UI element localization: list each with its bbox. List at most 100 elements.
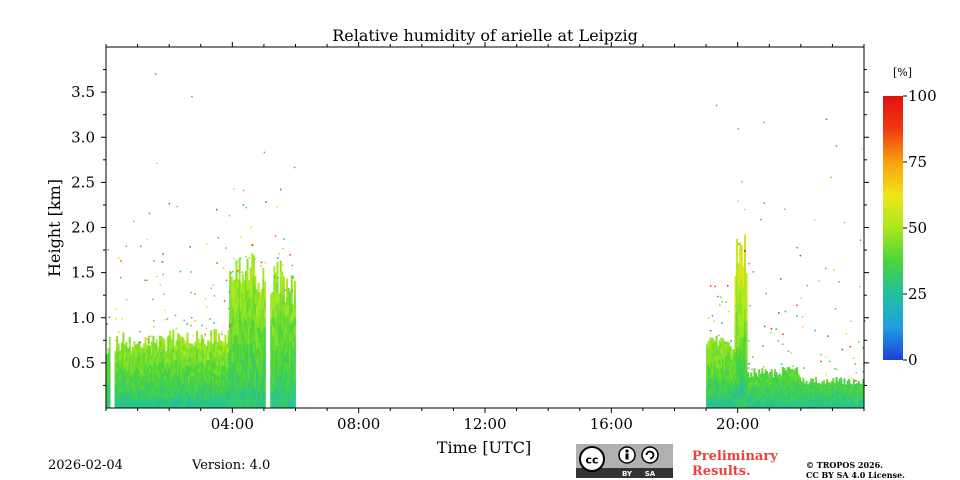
heatmap-cell (781, 381, 784, 385)
heatmap-cell (189, 352, 192, 358)
heatmap-cell (196, 347, 198, 354)
heatmap-cell (205, 385, 208, 391)
heatmap-cell (756, 392, 759, 395)
heatmap-cell (829, 406, 832, 409)
heatmap-cell (832, 395, 835, 398)
heatmap-cell (230, 370, 233, 381)
heatmap-cell (142, 366, 145, 372)
heatmap-cell (829, 404, 832, 407)
heatmap-cell (788, 381, 791, 386)
heatmap-cell (788, 396, 791, 400)
heatmap-cell (251, 341, 254, 354)
heatmap-cell (785, 402, 788, 406)
heatmap-cell (769, 387, 772, 391)
heatmap-cell (773, 396, 776, 401)
heatmap-cell (736, 311, 739, 324)
heatmap-cell (230, 379, 233, 390)
heatmap-cell (286, 278, 288, 289)
heatmap-cell (726, 379, 729, 385)
heatmap-cell (249, 267, 252, 278)
heatmap-cell (158, 356, 161, 362)
heatmap-cell (726, 341, 729, 347)
heatmap-cell (849, 388, 852, 392)
heatmap-cell (184, 356, 187, 362)
heatmap-cell (244, 378, 247, 389)
heatmap-cell (292, 311, 295, 320)
heatmap-cell (147, 346, 150, 352)
heatmap-cell (243, 335, 246, 345)
heatmap-cell (816, 392, 819, 395)
heatmap-cell (192, 376, 195, 382)
heatmap-cell (160, 336, 163, 342)
heatmap-cell (789, 374, 792, 378)
heatmap-cell (718, 349, 721, 356)
heatmap-cell (770, 405, 773, 409)
heatmap-cell (165, 351, 168, 356)
heatmap-cell (729, 372, 732, 378)
speckle (230, 272, 233, 274)
heatmap-cell (819, 392, 822, 395)
heatmap-cell (184, 370, 187, 376)
heatmap-cell (163, 368, 166, 375)
heatmap-cell (214, 362, 217, 369)
heatmap-cell (117, 343, 120, 349)
heatmap-cell (279, 386, 282, 398)
heatmap-cell (802, 380, 805, 383)
heatmap-cell (139, 368, 142, 374)
heatmap-cell (257, 318, 260, 329)
heatmap-cell (274, 369, 277, 380)
heatmap-cell (834, 400, 836, 403)
heatmap-cell (767, 390, 770, 394)
heatmap-cell (146, 344, 149, 350)
heatmap-cell (740, 326, 743, 339)
heatmap-cell (761, 376, 764, 380)
heatmap-cell (203, 375, 206, 381)
heatmap-cell (252, 255, 255, 267)
heatmap-cell (758, 377, 761, 381)
heatmap-cell (243, 398, 246, 409)
heatmap-cell (807, 396, 810, 399)
heatmap-cell (157, 347, 160, 352)
heatmap-cell (807, 387, 810, 390)
heatmap-cell (824, 385, 827, 388)
heatmap-cell (192, 359, 195, 364)
heatmap-cell (177, 343, 180, 350)
heatmap-cell (751, 385, 754, 389)
heatmap-cell (221, 384, 224, 390)
heatmap-cell (290, 294, 293, 304)
heatmap-cell (157, 373, 160, 378)
heatmap-cell (829, 399, 832, 402)
heatmap-cell (131, 386, 134, 391)
heatmap-cell (251, 275, 254, 287)
heatmap-cell (813, 384, 816, 387)
heatmap-cell (759, 383, 762, 387)
heatmap-cell (721, 353, 724, 359)
heatmap-cell (792, 399, 795, 403)
heatmap-cell (721, 393, 724, 399)
heatmap-cell (139, 403, 142, 409)
speckle (260, 265, 262, 267)
heatmap-cell (246, 290, 249, 302)
heatmap-cell (786, 375, 789, 380)
heatmap-cell (734, 323, 737, 333)
heatmap-cell (783, 393, 786, 397)
heatmap-cell (851, 392, 854, 395)
heatmap-cell (281, 290, 284, 302)
heatmap-cell (249, 397, 252, 409)
heatmap-cell (745, 321, 748, 332)
heatmap-cell (278, 309, 281, 319)
heatmap-cell (178, 397, 181, 404)
heatmap-cell (232, 362, 235, 373)
heatmap-cell (170, 373, 173, 379)
heatmap-cell (731, 399, 734, 405)
heatmap-cell (715, 387, 718, 393)
heatmap-cell (773, 405, 776, 409)
heatmap-cell (273, 316, 276, 328)
heatmap-cell (860, 389, 863, 392)
heatmap-cell (168, 397, 170, 404)
heatmap-cell (286, 343, 288, 353)
heatmap-cell (796, 373, 799, 377)
heatmap-cell (761, 379, 764, 383)
heatmap-cell (172, 368, 175, 375)
speckle (232, 188, 235, 190)
